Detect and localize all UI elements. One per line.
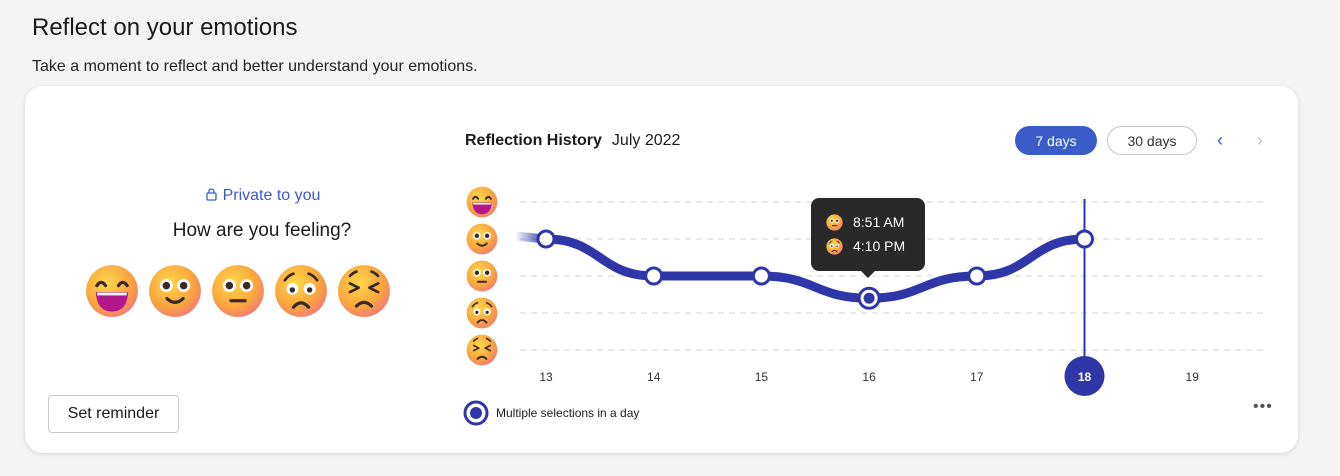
neutral-emoji-icon	[466, 260, 498, 292]
privacy-label: Private to you	[173, 187, 353, 205]
multiple-selection-marker-icon	[463, 400, 489, 426]
feeling-question: How are you feeling?	[172, 220, 352, 241]
history-header: Reflection History July 2022	[465, 132, 680, 150]
30-days-button[interactable]: 30 days	[1107, 126, 1197, 155]
data-point	[1075, 229, 1094, 249]
chevron-left-icon[interactable]: ‹	[1217, 130, 1223, 150]
history-title: Reflection History	[465, 132, 602, 149]
chart-legend: Multiple selections in a day	[462, 400, 639, 426]
page-title: Reflect on your emotions	[32, 14, 298, 41]
x-tick-label: 14	[647, 370, 661, 384]
set-reminder-button[interactable]: Set reminder	[48, 395, 179, 433]
chevron-right-icon[interactable]: ›	[1257, 130, 1263, 150]
x-tick-label: 15	[755, 370, 769, 384]
worried-emoji-icon	[466, 297, 498, 329]
x-tick-label: 17	[970, 370, 984, 384]
privacy-text: Private to you	[222, 187, 321, 204]
reflection-card: Private to you How are you feeling? Set …	[25, 86, 1298, 453]
data-point	[967, 266, 987, 286]
history-month: July 2022	[611, 132, 681, 149]
data-point	[536, 229, 556, 249]
7-days-button[interactable]: 7 days	[1015, 126, 1097, 155]
data-point-inner	[863, 292, 875, 304]
tooltip-time: 8:51 AM	[853, 214, 905, 230]
series-line	[541, 234, 1089, 303]
x-tick-label: 18	[1078, 370, 1092, 384]
selected-day-marker	[1064, 356, 1105, 396]
tooltip-row: 4:10 PM	[826, 234, 925, 258]
x-tick-label: 13	[539, 370, 553, 384]
lock-icon	[205, 188, 217, 201]
tooltip-time: 4:10 PM	[853, 238, 906, 254]
legend-label: Multiple selections in a day	[496, 406, 640, 420]
smiling-emoji-icon	[466, 223, 498, 255]
neutral-emoji-icon	[826, 214, 843, 231]
tooltip: 8:51 AM 4:10 PM	[811, 198, 925, 278]
reflection-chart: 13 14 15 16 17 18 19	[466, 186, 1265, 396]
grinning-emoji-icon	[466, 186, 498, 218]
data-point	[644, 266, 664, 286]
data-point	[751, 266, 771, 286]
tooltip-row: 8:51 AM	[826, 210, 925, 234]
worried-emoji-icon	[826, 238, 843, 255]
tired-emoji-icon	[466, 334, 498, 366]
page-subtitle: Take a moment to reflect and better unde…	[32, 58, 478, 75]
more-options-button[interactable]: •••	[1253, 398, 1273, 415]
x-tick-label: 16	[862, 370, 876, 384]
x-tick-label: 19	[1186, 370, 1200, 384]
